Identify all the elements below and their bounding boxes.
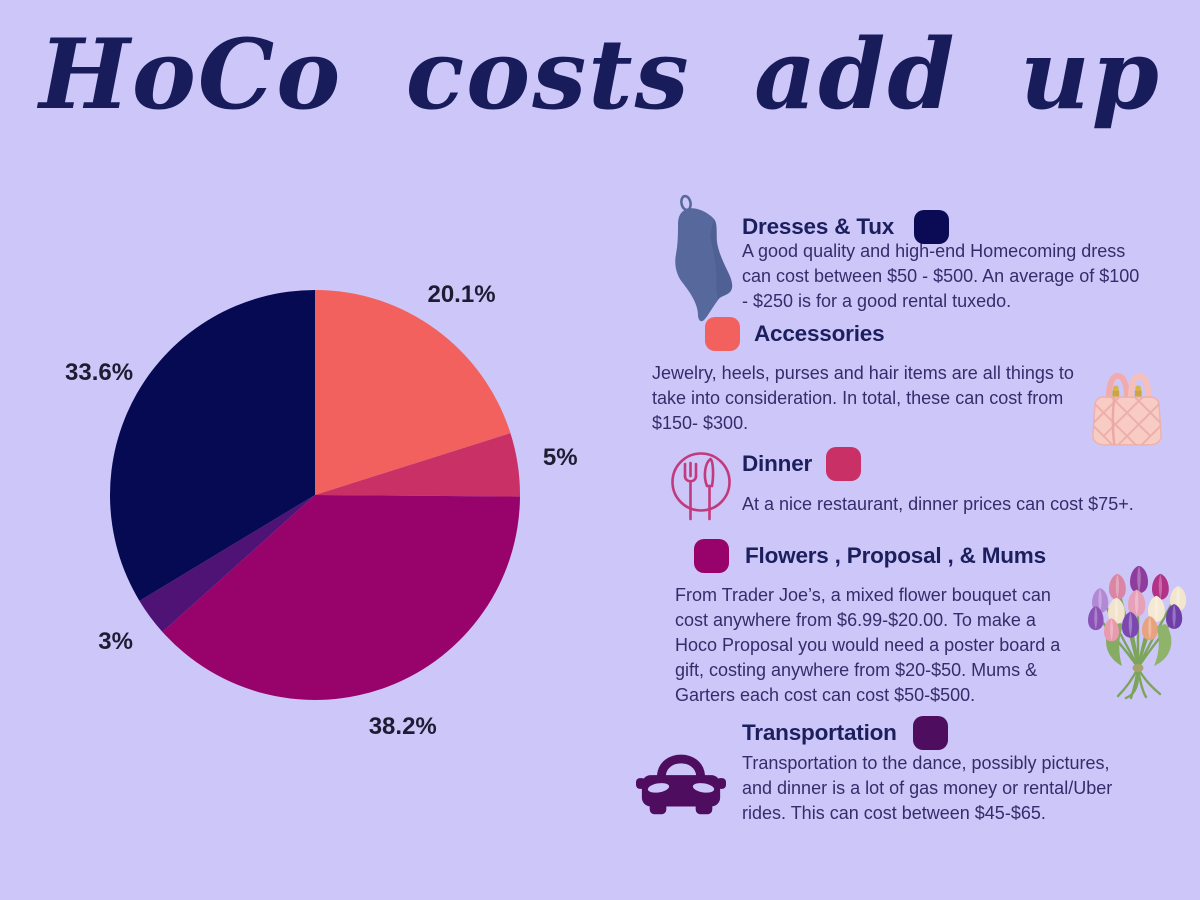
pie-label-3pct: 3%	[98, 628, 133, 656]
section-body-accessories: Jewelry, heels, purses and hair items ar…	[652, 363, 1074, 433]
legend-swatch-dinner	[826, 447, 862, 481]
section-body-dresses-tux: A good quality and high-end Homecoming d…	[742, 241, 1140, 311]
legend-swatch-dresses-tux	[914, 210, 950, 244]
section-header-dinner: Dinner	[742, 447, 862, 481]
plate-fork-knife-icon	[671, 452, 731, 521]
section-header-accessories: Accessories	[705, 317, 885, 351]
pie-slice-dresses-tux	[110, 290, 315, 601]
handbag-icon	[1092, 372, 1162, 446]
section-title-accessories: Accessories	[754, 321, 885, 346]
legend-swatch-accessories	[705, 317, 740, 351]
dress-icon	[675, 194, 733, 322]
legend-swatch-transportation	[912, 716, 948, 750]
pie-slice-dinner	[315, 433, 520, 497]
section-title-dresses-tux: Dresses & Tux	[742, 214, 895, 239]
section-header-flowers: Flowers , Proposal , & Mums	[694, 539, 1046, 573]
section-body-transportation: Transportation to the dance, possibly pi…	[742, 753, 1113, 823]
pie-slice-flowers-proposal-mums	[162, 495, 520, 700]
pie-slice-transportation	[139, 495, 315, 632]
pie-label-5pct: 5%	[542, 444, 578, 472]
section-header-transportation: Transportation	[742, 716, 948, 750]
pie-label-33-6pct: 33.6%	[65, 359, 134, 387]
section-header-dresses-tux: Dresses & Tux	[742, 210, 950, 244]
section-body-dinner: At a nice restaurant, dinner prices can …	[742, 494, 1134, 514]
pie-label-38-2pct: 38.2%	[368, 712, 437, 740]
pie-label-20-1pct: 20.1%	[427, 280, 496, 308]
section-body-flowers: From Trader Joe’s, a mixed flower bouque…	[675, 585, 1061, 705]
legend-swatch-flowers	[694, 539, 729, 573]
tulip-bouquet-icon	[1088, 566, 1187, 700]
page-title: HoCo costs add up	[39, 18, 1161, 131]
section-title-dinner: Dinner	[742, 451, 813, 476]
car-icon	[636, 754, 726, 815]
pie-slice-accessories	[315, 290, 511, 495]
section-title-transportation: Transportation	[742, 720, 897, 745]
section-title-flowers: Flowers , Proposal , & Mums	[745, 543, 1046, 568]
